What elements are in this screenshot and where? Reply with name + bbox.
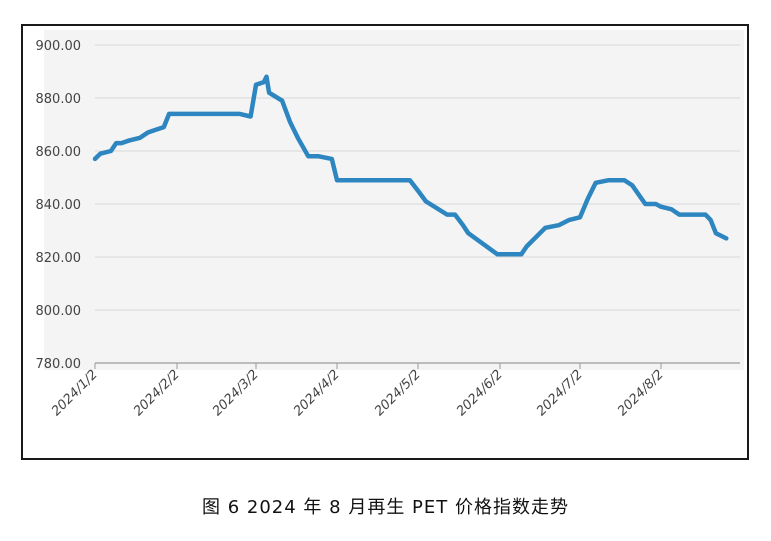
figure-caption: 图 6 2024 年 8 月再生 PET 价格指数走势 [202, 497, 569, 518]
y-tick-label: 880.00 [36, 92, 82, 107]
y-tick-label: 820.00 [36, 251, 82, 266]
y-tick-label: 860.00 [36, 145, 82, 160]
line-chart: 900.00 880.00 860.00 840.00 820.00 800.00 780.… [36, 30, 744, 419]
y-tick-label: 840.00 [36, 198, 82, 213]
y-tick-label: 780.00 [36, 357, 82, 372]
y-tick-label: 800.00 [36, 304, 82, 319]
x-tick-label: 2024/7/2 [534, 367, 586, 419]
x-tick-label: 2024/5/2 [372, 367, 424, 419]
x-tick-label: 2024/2/2 [131, 367, 183, 419]
x-tick-label: 2024/6/2 [454, 367, 506, 419]
y-tick-label: 900.00 [36, 39, 82, 54]
plot-area [44, 30, 744, 370]
x-tick-label: 2024/3/2 [210, 367, 262, 419]
x-tick-label: 2024/8/2 [615, 367, 667, 419]
x-tick-label: 2024/1/2 [49, 367, 101, 419]
series-line [92, 74, 729, 257]
x-tick-label: 2024/4/2 [291, 367, 343, 419]
